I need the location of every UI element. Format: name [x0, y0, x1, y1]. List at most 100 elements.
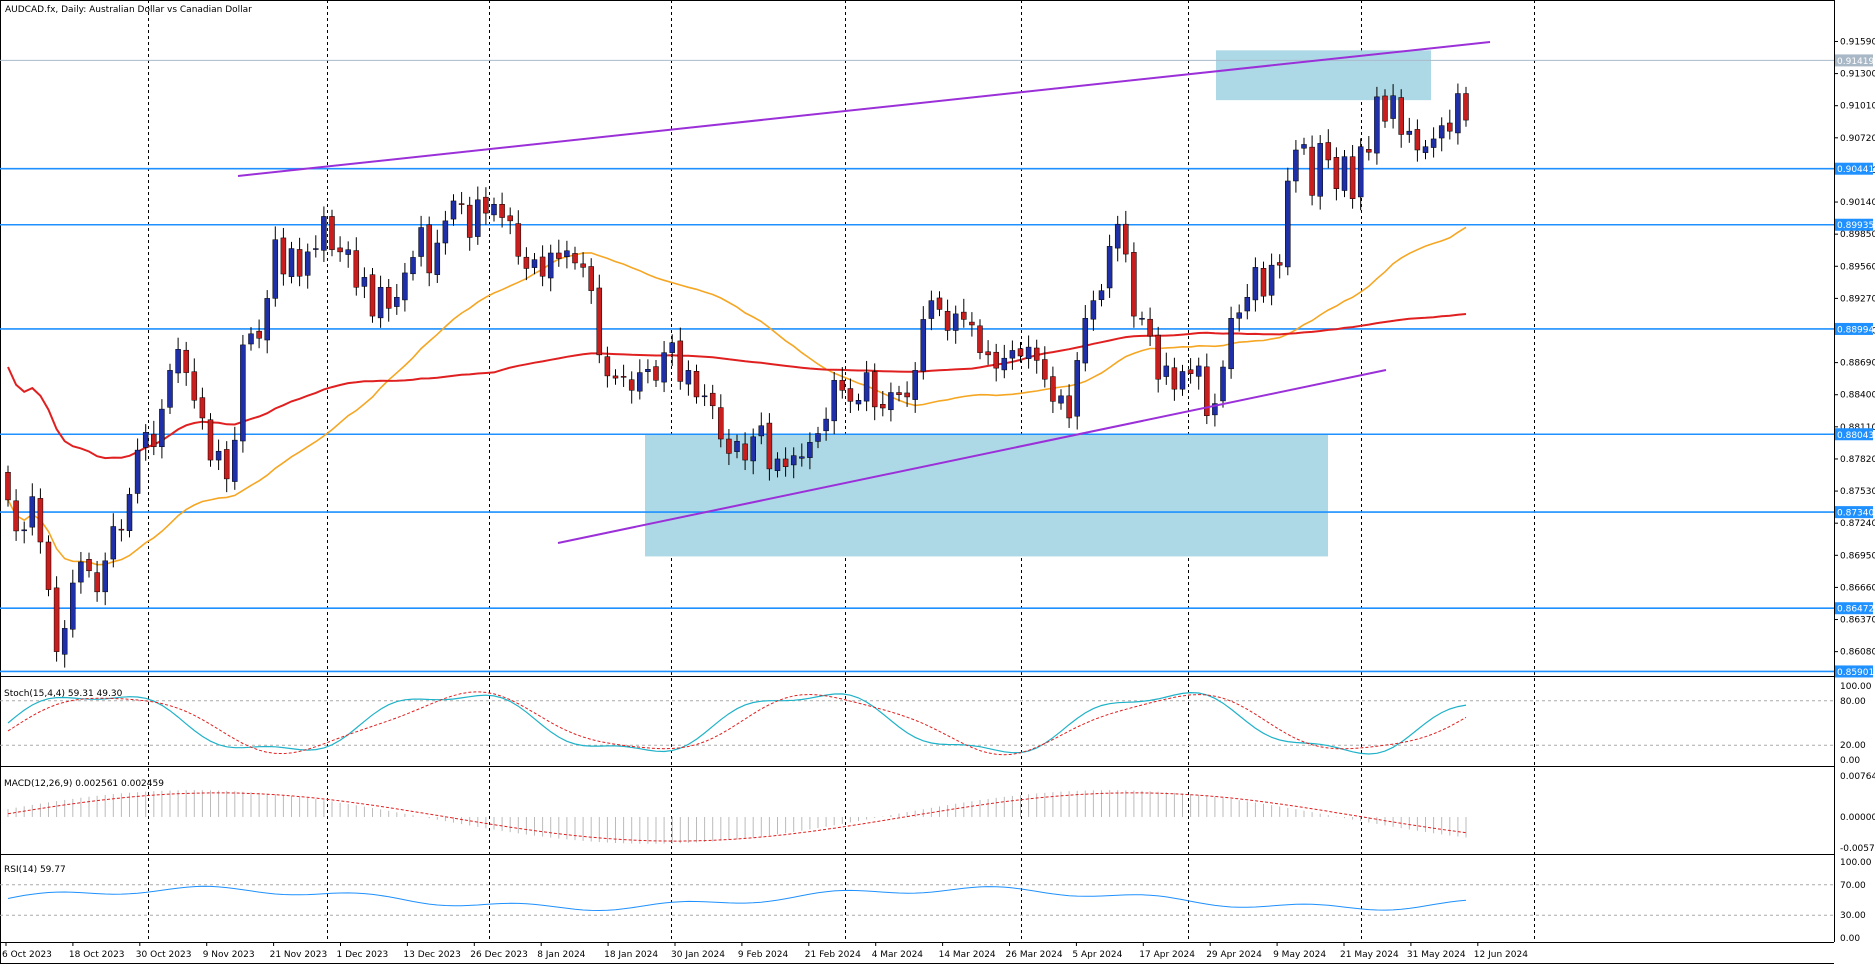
- candle-body: [1430, 138, 1437, 148]
- date-label: 30 Oct 2023: [136, 950, 192, 960]
- candles: [5, 83, 1469, 668]
- candle-body: [1438, 125, 1445, 139]
- candle-body: [353, 250, 360, 288]
- candle-body: [604, 356, 611, 377]
- candle-body: [701, 395, 708, 398]
- candle-body: [369, 274, 376, 317]
- level-label-bg: [1835, 218, 1873, 231]
- candle-body: [758, 425, 765, 437]
- time-axis-labels: 6 Oct 2023 18 Oct 2023 30 Oct 2023 9 Nov 20…: [2, 942, 1528, 960]
- candle-body: [1285, 180, 1291, 268]
- candle-body: [1204, 366, 1210, 417]
- candle-body: [750, 436, 756, 462]
- rsi-tick: 0.00: [1840, 934, 1860, 944]
- candle-body: [215, 450, 222, 461]
- candle-body: [1382, 95, 1388, 122]
- price-tick-label: 0.90720: [1840, 134, 1875, 144]
- candle-body: [799, 456, 805, 459]
- candle-body: [547, 252, 554, 279]
- date-label: 12 Jun 2024: [1474, 950, 1528, 960]
- candle-body: [1001, 357, 1008, 371]
- candle-body: [1366, 149, 1372, 153]
- rsi-tick: 100.00: [1840, 858, 1872, 868]
- candle-body: [1398, 97, 1404, 135]
- price-tick-label: 0.91010: [1840, 102, 1875, 112]
- supply-demand-zones: [645, 50, 1431, 557]
- date-label: 31 May 2024: [1407, 950, 1466, 960]
- macd-title: MACD(12,26,9) 0.002561 0.002459: [4, 779, 164, 789]
- candle-body: [523, 256, 530, 269]
- lower-trendline: [557, 369, 1387, 544]
- candle-body: [1349, 156, 1356, 199]
- level-label-bg: [1835, 602, 1873, 615]
- trendlines: [237, 41, 1491, 544]
- candle-body: [1244, 297, 1251, 312]
- candle-body: [1025, 346, 1032, 359]
- candle-body: [985, 351, 991, 356]
- candle-body: [669, 342, 675, 353]
- candle-body: [1276, 262, 1283, 266]
- candle-body: [45, 541, 52, 590]
- level-label: 0.89935: [1837, 221, 1874, 231]
- candle-body: [1317, 143, 1323, 197]
- level-label-bg: [1835, 665, 1873, 678]
- level-label: 0.88994: [1837, 325, 1874, 335]
- candle-body: [807, 442, 813, 458]
- candle-body: [118, 528, 125, 531]
- rsi-panel: RSI(14) 59.77 100.00 70.00 30.00 0.00: [0, 858, 1872, 944]
- candle-body: [78, 561, 84, 583]
- candle-body: [1341, 156, 1348, 191]
- candle-body: [1058, 395, 1064, 404]
- date-label: 21 May 2024: [1340, 950, 1399, 960]
- candle-body: [280, 237, 287, 275]
- candle-body: [1163, 365, 1170, 377]
- price-tick-label: 0.88690: [1840, 359, 1875, 369]
- stoch-d-line: [7, 691, 1467, 756]
- date-label: 14 Mar 2024: [939, 950, 996, 960]
- macd-tick: 0.000000: [1840, 813, 1875, 823]
- candle-body: [661, 352, 667, 383]
- candle-body: [1066, 395, 1072, 419]
- level-label: 0.87340: [1837, 509, 1874, 519]
- candle-body: [588, 266, 594, 291]
- date-label: 26 Dec 2023: [470, 950, 528, 960]
- candle-body: [952, 313, 959, 331]
- chart-title: AUDCAD.fx, Daily: Australian Dollar vs C…: [5, 5, 252, 15]
- candle-body: [1301, 144, 1307, 149]
- level-label-bg: [1835, 162, 1873, 175]
- ma50-line: [7, 226, 1467, 566]
- level-label: 0.85901: [1837, 668, 1874, 678]
- level-label-bg: [1835, 506, 1873, 519]
- stochastic-panel: Stoch(15,4,4) 59.31 49.30 100.00 80.00 20.0…: [0, 682, 1872, 766]
- price-axis-area: [1834, 0, 1875, 965]
- candle-body: [620, 376, 627, 378]
- candle-body: [774, 458, 781, 471]
- candle-body: [1374, 96, 1380, 154]
- candle-body: [1268, 264, 1275, 296]
- candle-body: [1114, 223, 1121, 249]
- candle-body: [961, 311, 967, 320]
- current-price-label: 0.91419: [1837, 57, 1874, 67]
- candle-body: [1390, 95, 1396, 119]
- candle-body: [1333, 157, 1340, 190]
- candle-body: [1090, 300, 1097, 320]
- candle-body: [1050, 376, 1056, 402]
- candle-body: [815, 433, 821, 442]
- candle-body: [159, 408, 165, 448]
- date-label: 26 Mar 2024: [1006, 950, 1063, 960]
- price-tick-label: 0.86950: [1840, 551, 1875, 561]
- candle-body: [337, 247, 343, 253]
- candle-body: [207, 419, 214, 461]
- price-tick-label: 0.86080: [1840, 648, 1875, 658]
- candle-body: [5, 471, 11, 501]
- candle-body: [410, 257, 416, 275]
- candle-body: [134, 449, 141, 494]
- price-tick-label: 0.89850: [1840, 230, 1875, 240]
- candle-body: [766, 422, 773, 470]
- date-label: 9 Feb 2024: [738, 950, 789, 960]
- candle-body: [442, 220, 449, 244]
- candle-body: [21, 529, 27, 532]
- candle-body: [977, 325, 983, 353]
- candle-body: [1009, 350, 1016, 359]
- rsi-tick: 30.00: [1840, 911, 1866, 921]
